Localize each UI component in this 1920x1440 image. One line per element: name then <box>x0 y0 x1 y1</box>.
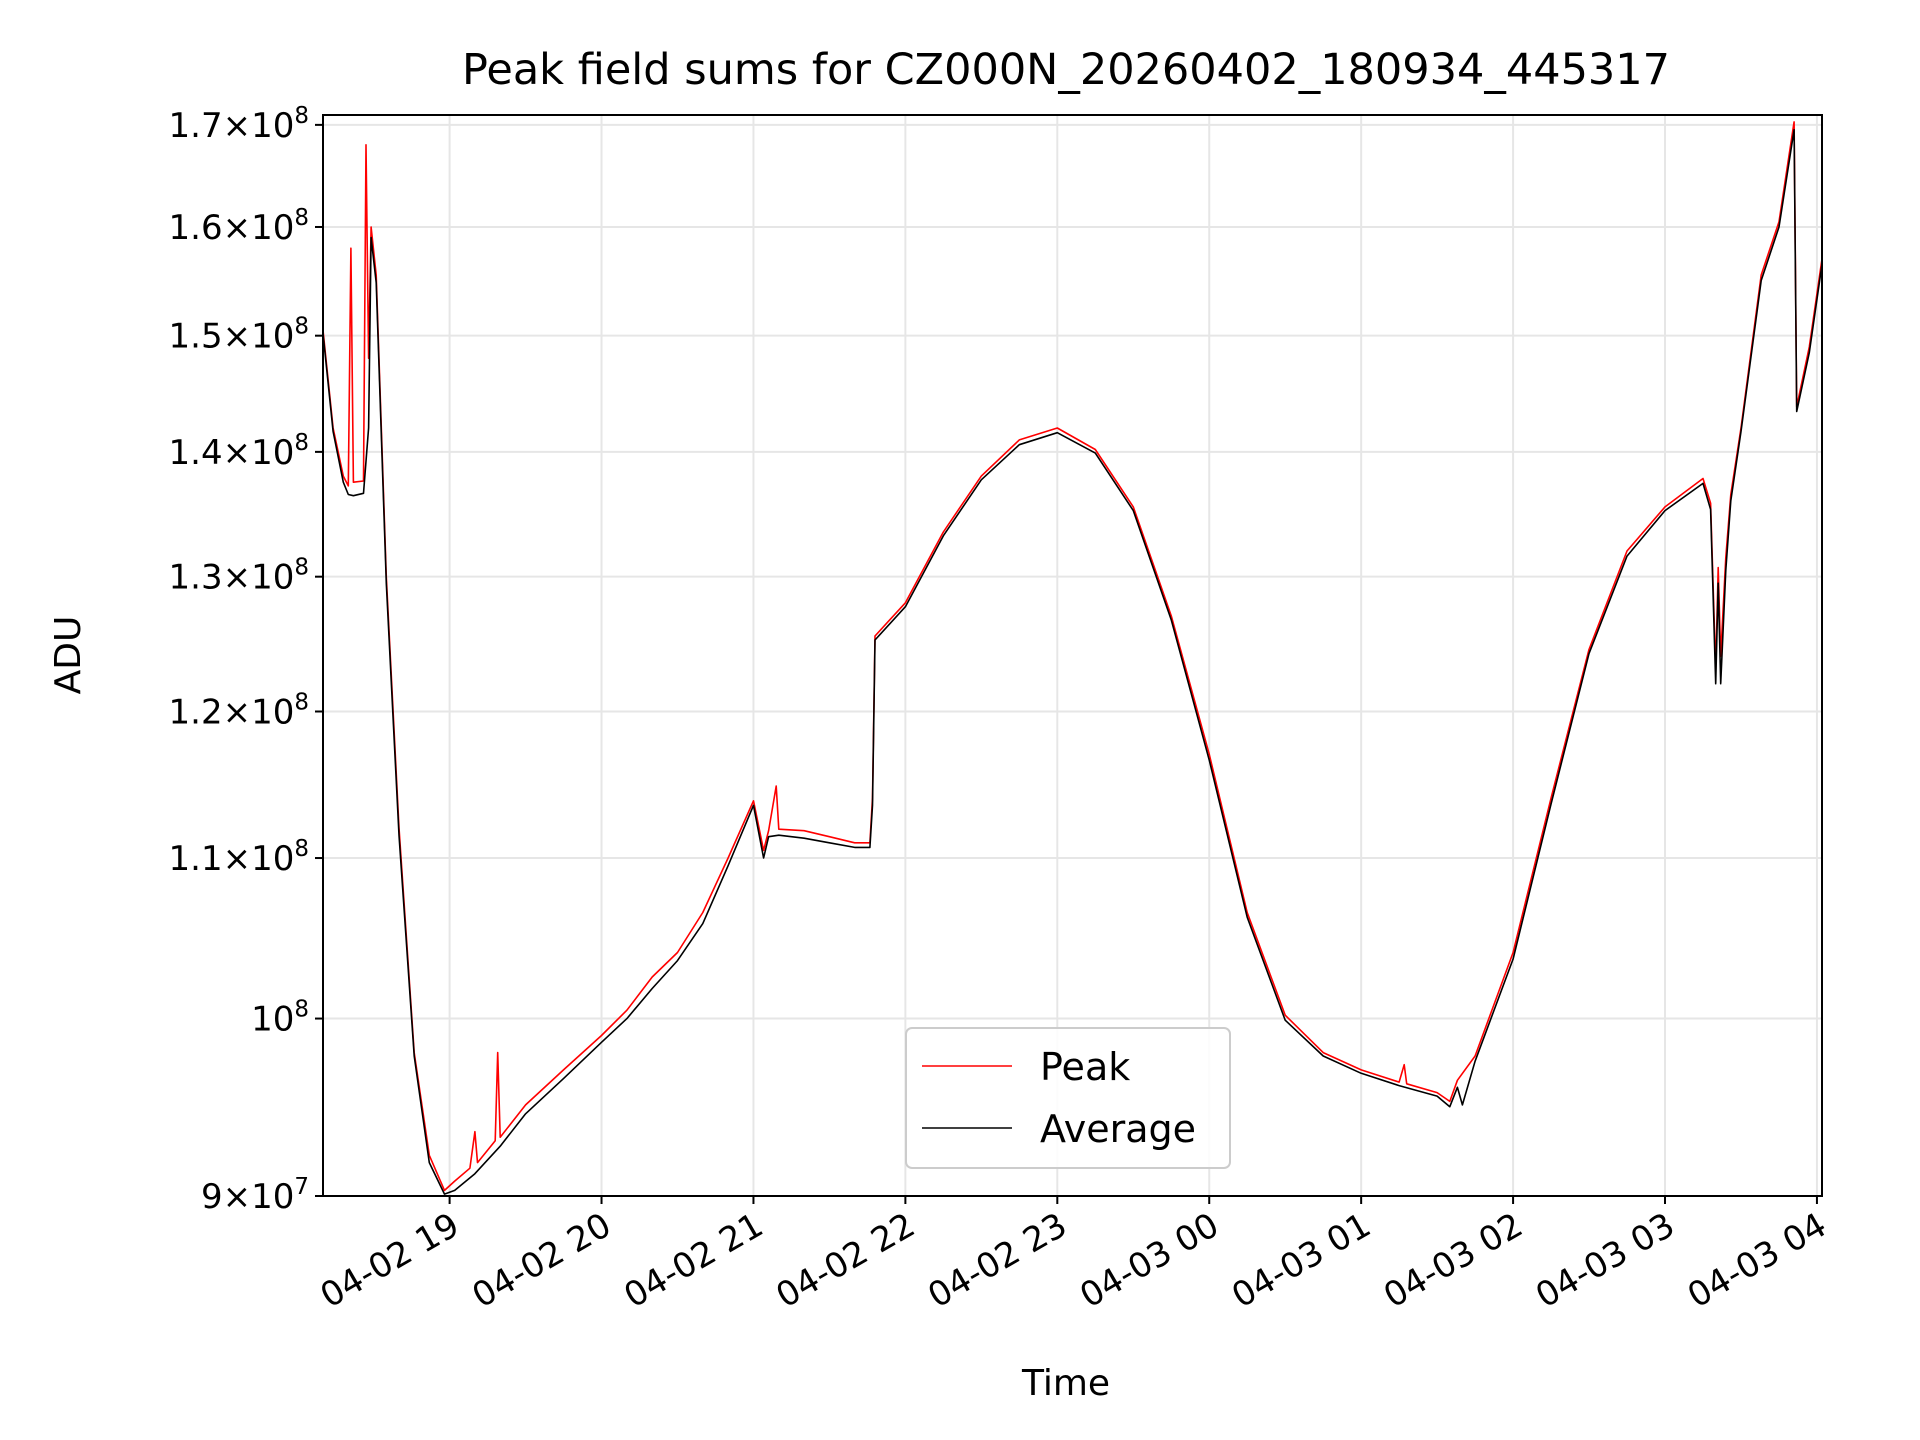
y-tick-label: 1.2×108 <box>169 689 309 732</box>
y-tick-label: 1.1×108 <box>169 836 309 879</box>
series-line-average <box>322 129 1823 1195</box>
legend-label-average: Average <box>1040 1107 1196 1151</box>
y-tick-label: 1.4×108 <box>169 430 309 473</box>
legend: Peak Average <box>905 1027 1231 1169</box>
x-axis-title: Time <box>1021 1363 1110 1404</box>
y-tick-label: 1.5×108 <box>169 314 309 357</box>
legend-label-peak: Peak <box>1040 1045 1130 1089</box>
series-layer <box>322 121 1823 1195</box>
y-tick-label: 1.7×108 <box>169 103 309 146</box>
grid <box>323 115 1822 1197</box>
legend-box <box>905 1027 1231 1169</box>
y-tick-label: 1.3×108 <box>169 555 309 598</box>
y-tick-label: 108 <box>251 997 309 1040</box>
y-tick-label: 9×107 <box>201 1174 309 1217</box>
chart-title: Peak field sums for CZ000N_20260402_1809… <box>462 45 1670 95</box>
y-axis-title: ADU <box>48 616 89 695</box>
plot-frame <box>322 114 1823 1197</box>
y-tick-label: 1.6×108 <box>169 205 309 248</box>
